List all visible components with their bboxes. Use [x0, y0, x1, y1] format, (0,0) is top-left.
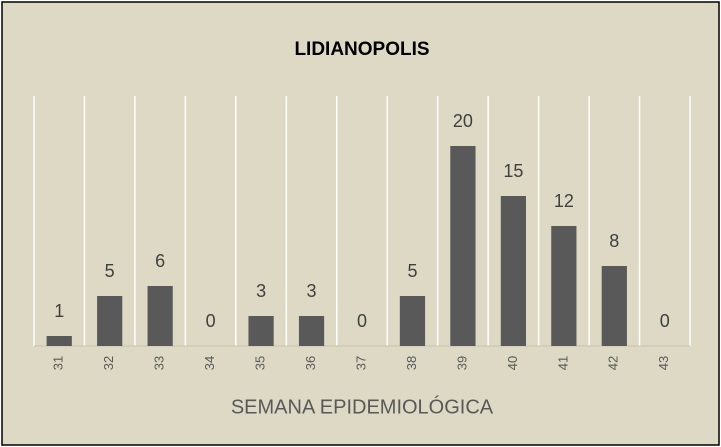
x-tick-label: 42 — [606, 356, 621, 370]
data-label: 15 — [503, 161, 523, 181]
x-axis-title: SEMANA EPIDEMIOLÓGICA — [231, 395, 494, 418]
bar — [147, 286, 173, 346]
bar — [298, 316, 325, 346]
x-tick-label: 32 — [101, 356, 116, 370]
bar — [551, 226, 577, 346]
data-label: 0 — [206, 311, 216, 331]
x-tick-label: 36 — [303, 356, 318, 370]
data-label: 5 — [407, 261, 417, 281]
x-tick-label: 41 — [555, 356, 570, 370]
x-tick-label: 38 — [404, 356, 419, 370]
data-label: 3 — [307, 281, 317, 301]
data-label: 3 — [256, 281, 266, 301]
data-label: 20 — [453, 111, 473, 131]
bar — [97, 296, 123, 346]
bar — [248, 316, 274, 346]
data-label: 1 — [54, 301, 64, 321]
x-tick-label: 43 — [656, 356, 671, 370]
x-tick-label: 31 — [51, 356, 66, 370]
data-label: 0 — [660, 311, 670, 331]
x-tick-label: 33 — [152, 356, 167, 370]
data-label: 6 — [155, 251, 165, 271]
data-label: 12 — [554, 191, 574, 211]
data-label: 5 — [105, 261, 115, 281]
bar — [450, 146, 476, 346]
x-tick-label: 37 — [353, 356, 368, 370]
x-tick-label: 40 — [505, 356, 520, 370]
bar — [46, 336, 72, 346]
bar — [399, 296, 426, 346]
x-tick-label: 34 — [202, 356, 217, 370]
x-tick-label: 35 — [253, 356, 268, 370]
bar — [601, 266, 627, 346]
bar — [500, 196, 526, 346]
data-label: 8 — [609, 231, 619, 251]
x-tick-label: 39 — [454, 356, 469, 370]
chart-title: LIDIANOPOLIS — [294, 39, 429, 60]
data-label: 0 — [357, 311, 367, 331]
